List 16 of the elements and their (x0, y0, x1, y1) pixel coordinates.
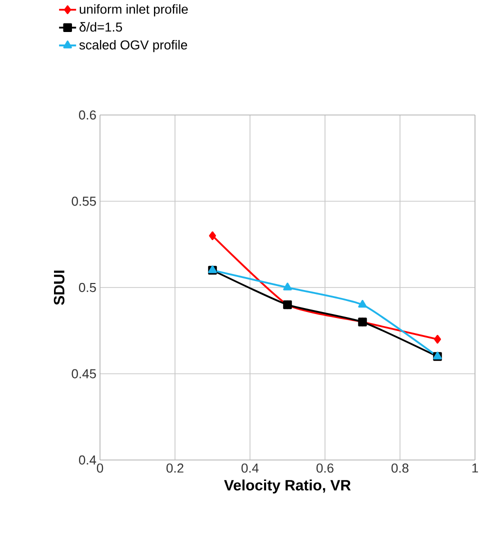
y-tick-label: 0.5 (78, 282, 96, 292)
legend-label: uniform inlet profile (80, 4, 188, 16)
x-tick-label: 0 (96, 464, 104, 473)
y-tick-label: 0.6 (78, 110, 96, 120)
y-axis-title: SDUI (54, 270, 64, 305)
y-tick-label: 0.55 (72, 196, 96, 206)
legend-label: δ/d=1.5 (80, 22, 122, 32)
x-tick-label: 0.2 (166, 464, 184, 473)
x-tick-label: 1 (472, 464, 478, 472)
legend-label: scaled OGV profile (79, 40, 188, 52)
x-tick-label: 0.6 (316, 464, 334, 473)
x-axis-title: Velocity Ratio, VR (224, 480, 351, 494)
x-tick-label: 0.4 (242, 464, 259, 473)
x-tick-label: 0.8 (392, 464, 408, 473)
y-tick-label: 0.45 (72, 369, 96, 378)
y-tick-label: 0.4 (78, 455, 96, 465)
